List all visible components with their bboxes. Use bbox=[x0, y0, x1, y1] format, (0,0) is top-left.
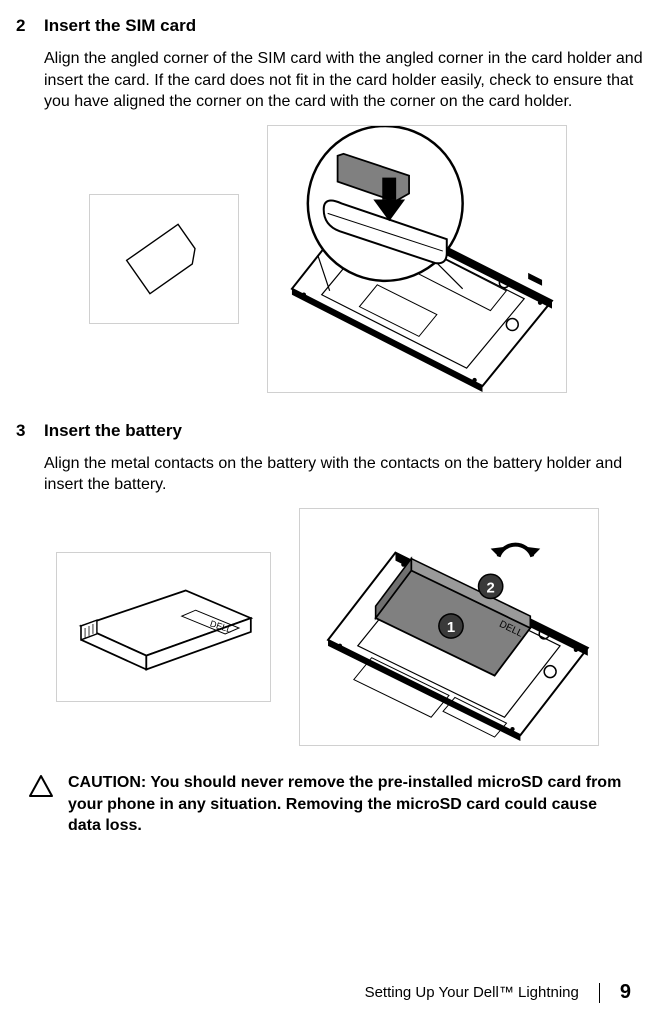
step-2-title: Insert the SIM card bbox=[44, 16, 196, 36]
caution-body: You should never remove the pre-installe… bbox=[68, 774, 621, 834]
step-2-figures bbox=[12, 125, 643, 393]
step-3-body: Align the metal contacts on the battery … bbox=[12, 453, 643, 496]
step-2: 2 Insert the SIM card Align the angled c… bbox=[12, 16, 643, 393]
step-3: 3 Insert the battery Align the metal con… bbox=[12, 421, 643, 746]
step-3-title: Insert the battery bbox=[44, 421, 182, 441]
step-3-header: 3 Insert the battery bbox=[12, 421, 643, 441]
page-footer: Setting Up Your Dell™ Lightning 9 bbox=[365, 981, 631, 1004]
svg-text:2: 2 bbox=[487, 580, 495, 596]
figure-battery: DELL bbox=[56, 552, 271, 702]
footer-section: Setting Up Your Dell™ Lightning bbox=[365, 984, 579, 1001]
caution-icon bbox=[28, 774, 54, 837]
footer-divider bbox=[599, 983, 600, 1003]
figure-sim-card bbox=[89, 194, 239, 324]
step-3-number: 3 bbox=[16, 421, 30, 441]
caution-text: CAUTION: You should never remove the pre… bbox=[68, 772, 631, 837]
svg-text:1: 1 bbox=[447, 620, 455, 636]
step-3-figures: DELL bbox=[12, 508, 643, 746]
figure-sim-phone bbox=[267, 125, 567, 393]
caution-block: CAUTION: You should never remove the pre… bbox=[12, 772, 643, 837]
footer-page-number: 9 bbox=[620, 981, 631, 1004]
figure-battery-phone: DELL 1 2 bbox=[299, 508, 599, 746]
caution-label: CAUTION: bbox=[68, 774, 146, 791]
step-2-body: Align the angled corner of the SIM card … bbox=[12, 48, 643, 113]
step-2-header: 2 Insert the SIM card bbox=[12, 16, 643, 36]
step-2-number: 2 bbox=[16, 16, 30, 36]
